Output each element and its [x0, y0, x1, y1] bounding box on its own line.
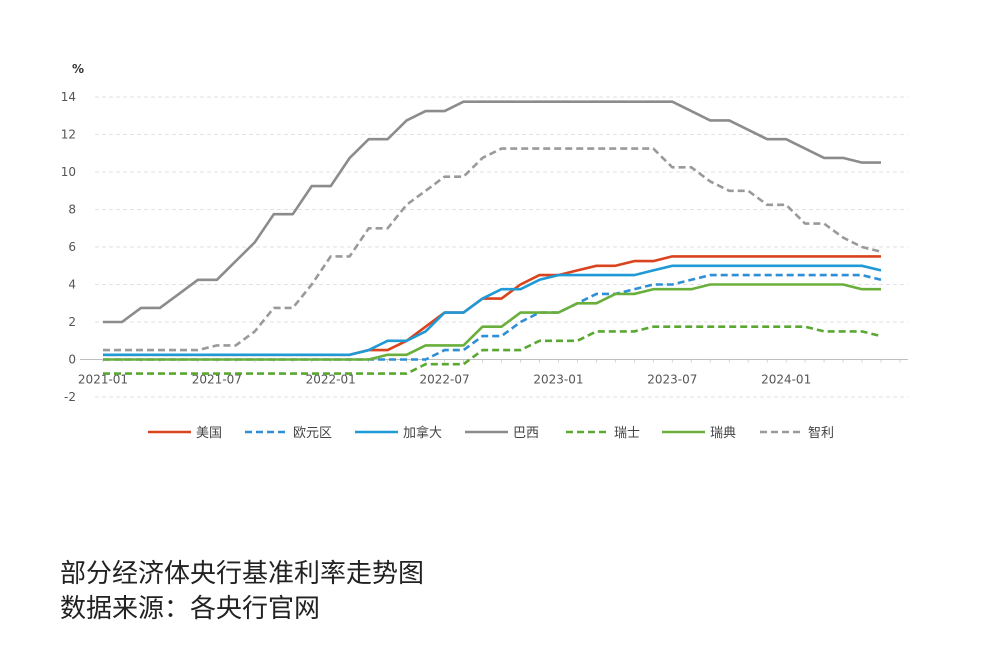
series-line-6 — [103, 147, 882, 352]
series-line-1 — [103, 273, 882, 361]
legend-label: 加拿大 — [403, 425, 442, 441]
x-tick-label: 2021-01 — [78, 373, 128, 387]
y-tick-label: 2 — [68, 315, 76, 329]
series-line-2 — [103, 264, 882, 357]
x-tick-label: 2022-01 — [306, 373, 356, 387]
legend: 美国 欧元区 加拿大 巴西 瑞士 瑞典 智利 — [148, 425, 834, 441]
legend-label: 智利 — [808, 426, 834, 441]
x-tick-label: 2021-07 — [192, 373, 242, 387]
y-tick-label: 6 — [68, 240, 76, 254]
legend-label: 瑞士 — [614, 426, 640, 441]
legend-label: 巴西 — [513, 426, 539, 441]
legend-label: 欧元区 — [293, 426, 332, 441]
y-tick-label: 8 — [68, 203, 76, 217]
y-tick-label: 0 — [68, 353, 76, 367]
legend-label: 瑞典 — [710, 426, 736, 441]
series-line-3 — [103, 100, 881, 324]
grid-lines — [95, 96, 908, 398]
x-tick-label: 2023-07 — [647, 373, 697, 387]
series-lines — [103, 100, 882, 375]
series-line-5 — [103, 283, 881, 361]
y-axis-ticks: -2 0 2 4 6 8 10 12 14 — [61, 90, 76, 404]
x-tick-label: 2023-01 — [533, 373, 583, 387]
y-tick-label: 12 — [61, 128, 76, 142]
legend-label: 美国 — [196, 426, 222, 441]
chart-caption-title: 部分经济体央行基准利率走势图 — [60, 559, 425, 589]
series-line-0 — [103, 255, 881, 357]
rate-chart: % -2 0 2 4 6 8 10 12 14 2021-01 2021-07 2022-01 202… — [61, 62, 908, 441]
chart-caption-source: 数据来源：各央行官网 — [60, 594, 321, 624]
x-tick-label: 2022-07 — [420, 373, 470, 387]
y-tick-label: 10 — [61, 165, 76, 179]
y-tick-label: 14 — [61, 90, 76, 104]
x-tick-label: 2024-01 — [761, 373, 811, 387]
y-unit-label: % — [72, 62, 84, 76]
series-line-4 — [103, 325, 882, 375]
y-tick-label: -2 — [64, 390, 76, 404]
y-tick-label: 4 — [68, 278, 76, 292]
